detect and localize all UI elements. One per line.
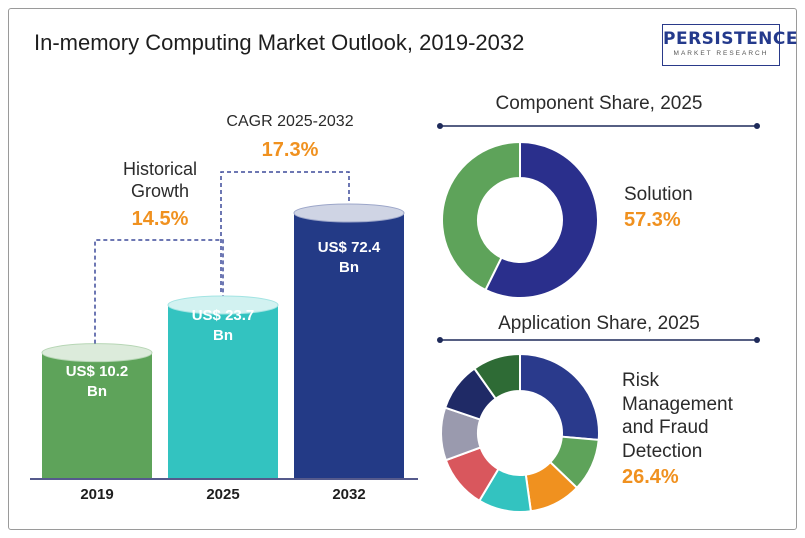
page-title: In-memory Computing Market Outlook, 2019…	[34, 30, 525, 55]
bar-value-2019-line-2: Bn	[87, 383, 107, 400]
bar-value-2032-line-1: US$ 72.4	[317, 239, 381, 256]
application-share-title: Application Share, 2025	[498, 313, 700, 334]
historical-growth-connector	[94, 239, 224, 344]
bar-2032	[294, 213, 404, 479]
component-title-rule-dot-left	[437, 123, 443, 129]
bar-top-2019	[41, 343, 153, 363]
historical-growth-value: 14.5%	[131, 208, 189, 230]
application-title-rule-dot-right	[754, 337, 760, 343]
application-highlight-label: Risk Management and Fraud Detection	[622, 369, 733, 463]
logo-name: PERSISTENCE	[663, 29, 799, 49]
application-label-line-2: Management	[622, 393, 733, 415]
application-title-rule-dot-left	[437, 337, 443, 343]
bar-value-label-2032: US$ 72.4 Bn	[294, 238, 404, 278]
cagr-connector	[220, 171, 350, 292]
bar-top-2032	[293, 203, 405, 223]
bar-value-2025-line-1: US$ 23.7	[191, 307, 255, 324]
cagr-label: CAGR 2025-2032	[226, 113, 354, 130]
application-label-line-1: Risk	[622, 370, 659, 391]
component-highlight-value: 57.3%	[624, 209, 681, 231]
bar-value-label-2025: US$ 23.7 Bn	[168, 306, 278, 346]
application-donut-slice-8	[472, 352, 521, 401]
application-label-line-3: and Fraud	[622, 417, 709, 438]
bar-2025	[168, 304, 278, 479]
historical-growth-label: Historical Growth	[95, 158, 225, 202]
bar-value-label-2019: US$ 10.2 Bn	[42, 362, 152, 402]
historical-label-line-1: Historical	[122, 159, 197, 179]
component-share-title: Component Share, 2025	[495, 93, 703, 114]
component-donut-slice-1	[484, 140, 599, 299]
brand-logo: PERSISTENCE MARKET RESEARCH	[662, 24, 799, 66]
application-label-line-4: Detection	[622, 440, 703, 462]
component-highlight-label: Solution	[624, 184, 693, 205]
x-tick-label-2032: 2032	[332, 486, 366, 503]
x-tick-label-2025: 2025	[206, 486, 240, 503]
component-title-rule-dot-right	[754, 123, 760, 129]
bar-value-2019-line-1: US$ 10.2	[65, 363, 129, 380]
bar-value-2025-line-2: Bn	[213, 327, 233, 344]
application-donut-slice-1	[519, 352, 600, 442]
component-donut-slice-2	[441, 140, 521, 292]
logo-tagline: MARKET RESEARCH	[673, 50, 769, 57]
bar-value-2032-line-2: Bn	[339, 259, 359, 276]
bar-2019	[42, 352, 152, 479]
historical-label-line-2: Growth	[130, 181, 190, 201]
cagr-value: 17.3%	[261, 139, 319, 161]
x-tick-label-2019: 2019	[80, 486, 114, 503]
application-highlight-value: 26.4%	[622, 466, 679, 488]
